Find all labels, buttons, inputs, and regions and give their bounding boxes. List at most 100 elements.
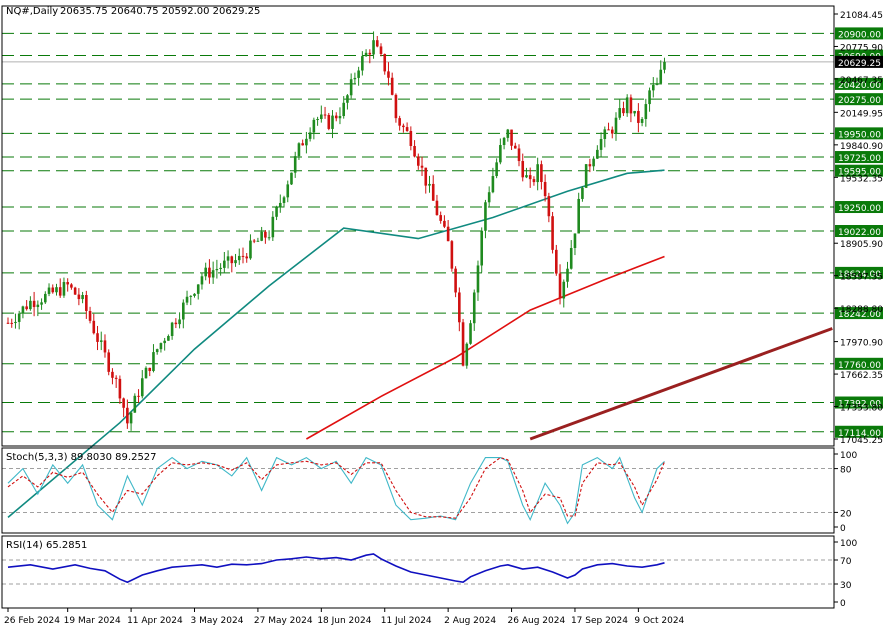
candle-body [122, 398, 125, 408]
candle-body [316, 119, 319, 121]
candle-body [469, 323, 472, 344]
main-panel: 20900.0020690.0020420.0020275.0019950.00… [2, 6, 883, 519]
candle-body [465, 343, 469, 366]
candle-body [271, 216, 275, 238]
candle-body [290, 172, 293, 185]
candle-body [17, 313, 21, 322]
level-tag [835, 164, 883, 177]
candle-body [633, 110, 636, 114]
candle-body [450, 241, 454, 269]
candle-body [555, 249, 558, 274]
candle-body [540, 164, 543, 182]
candle-body [558, 273, 562, 299]
osc-tick-label: 30 [840, 581, 852, 591]
price-axis: 21084.45 20775.90 20467.35 20149.95 19840.90… [834, 11, 883, 446]
candle-body [219, 267, 222, 270]
candle-body [461, 322, 465, 366]
candle-body [610, 129, 614, 134]
candle-body [293, 156, 297, 173]
candle-body [357, 70, 360, 78]
candle-body [320, 114, 323, 120]
candle-body [338, 116, 342, 119]
date-tick-label: 18 Jun 2024 [317, 616, 371, 626]
candle-body [622, 108, 625, 114]
candle-body [6, 322, 10, 324]
candle-body [252, 240, 256, 242]
series-line [529, 327, 833, 441]
candle-body [178, 319, 181, 325]
candle-body [92, 320, 96, 334]
candle-body [334, 115, 338, 119]
candle-body [375, 40, 379, 47]
candle-body [282, 197, 286, 203]
chart-header-symbol: NQ#,Daily [6, 6, 58, 17]
current-price-label: 20629.25 [838, 59, 881, 69]
candle-body [659, 69, 663, 84]
candle-body [566, 268, 569, 282]
candle-body [308, 132, 312, 139]
price-tick-label: 21084.45 [840, 11, 883, 21]
candle-body [476, 265, 480, 293]
candle-body [234, 260, 237, 264]
candle-body [32, 300, 36, 308]
osc-tick-label: 70 [840, 557, 852, 567]
candle-body [588, 164, 592, 167]
level-lines: 20900.0020690.0020420.0020275.0019950.00… [2, 27, 883, 439]
candle-body [573, 233, 577, 249]
candle-body [618, 108, 622, 118]
osc-line [7, 456, 666, 519]
candle-body [58, 287, 62, 296]
level-tag [835, 225, 883, 238]
panel-frames [1, 5, 835, 609]
candle-body [487, 192, 491, 203]
osc-line [7, 456, 665, 525]
candle-body [163, 340, 166, 344]
candle-body [663, 61, 666, 70]
series-line [7, 169, 665, 519]
level-tag [835, 127, 883, 140]
candle-body [107, 352, 111, 372]
date-tick-label: 19 Mar 2024 [64, 616, 121, 626]
level-tag-label: 19250.00 [838, 204, 881, 214]
candle-body [167, 336, 170, 341]
price-tick-label: 17970.90 [840, 339, 883, 349]
panel-frame [1, 535, 835, 609]
candle-body [495, 162, 498, 177]
candle-body [439, 215, 442, 221]
candle-body [644, 104, 648, 120]
date-tick-label: 26 Aug 2024 [508, 616, 566, 626]
candle-body [40, 302, 43, 305]
candle-body [472, 292, 476, 324]
candle-body [62, 282, 66, 296]
candle-body [521, 161, 525, 178]
candle-body [513, 145, 517, 149]
candle-body [379, 46, 383, 54]
candle-body [428, 183, 431, 186]
candle-body [182, 302, 185, 320]
series-line [306, 255, 665, 440]
candle-body [387, 71, 390, 78]
candle-body [185, 296, 189, 303]
candle-body [126, 407, 129, 424]
candle-body [435, 200, 439, 216]
candle-body [577, 198, 580, 234]
date-tick-label: 11 Jul 2024 [381, 616, 432, 626]
candle-body [443, 220, 446, 227]
candle-body [226, 256, 230, 261]
candle-body [361, 56, 364, 71]
candle-body [159, 343, 163, 350]
candle-body [506, 129, 510, 138]
stoch-lines: 100 80 20 0 [2, 451, 857, 534]
candle-body [81, 295, 84, 300]
level-tag [835, 201, 883, 214]
candle-body [484, 202, 487, 231]
candle-body [651, 84, 655, 91]
candle-body [301, 143, 304, 146]
candle-body [581, 187, 584, 199]
rsi-label: RSI(14) 65.2851 [6, 540, 87, 551]
candle-body [353, 77, 357, 80]
candle-body [264, 231, 267, 238]
date-tick-label: 27 May 2024 [254, 616, 313, 626]
candle-body [413, 145, 416, 157]
candle-body [152, 352, 155, 372]
